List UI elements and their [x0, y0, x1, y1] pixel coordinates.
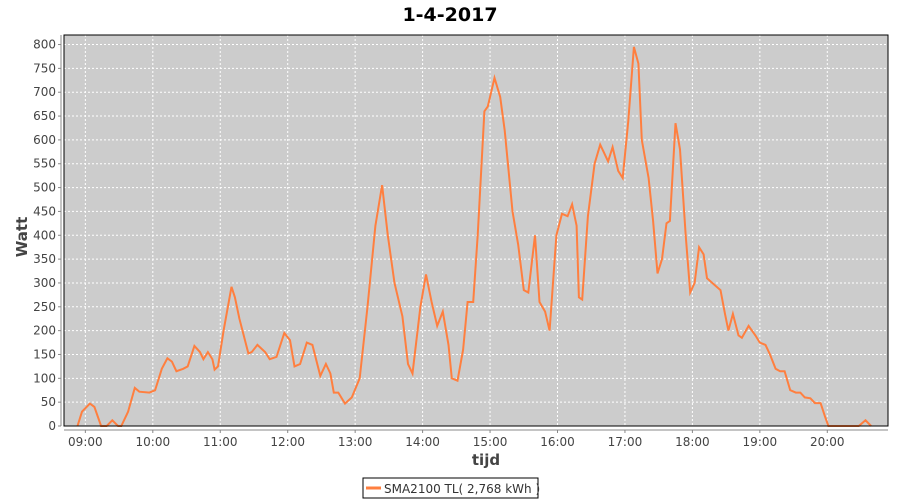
x-axis-label: tijd	[472, 451, 500, 469]
y-tick-label: 650	[33, 109, 56, 123]
grid-lines	[64, 35, 888, 426]
y-tick-label: 350	[33, 252, 56, 266]
legend: SMA2100 TL( 2,768 kWh )	[362, 477, 540, 499]
x-tick-label: 15:00	[473, 435, 508, 449]
legend-box	[362, 477, 539, 499]
x-tick-label: 09:00	[68, 435, 103, 449]
y-tick-label: 450	[33, 204, 56, 218]
x-tick-label: 20:00	[810, 435, 845, 449]
y-tick-label: 150	[33, 347, 56, 361]
plot-area	[64, 35, 888, 426]
plot-border	[63, 34, 889, 427]
y-tick-label: 550	[33, 157, 56, 171]
y-tick-label: 700	[33, 85, 56, 99]
y-axis: 0 50 100 150 200 250 300 350 400 450 500 550 600 650 7…	[33, 35, 62, 433]
legend-label: SMA2100 TL( 2,768 kWh )	[384, 482, 540, 496]
x-tick-label: 14:00	[405, 435, 440, 449]
y-tick-label: 0	[48, 419, 56, 433]
x-tick-label: 10:00	[136, 435, 171, 449]
x-tick-label: 11:00	[203, 435, 238, 449]
chart-title: 1-4-2017	[402, 4, 497, 26]
y-axis-label: Watt	[13, 217, 31, 257]
y-tick-label: 200	[33, 324, 56, 338]
x-tick-label: 12:00	[270, 435, 305, 449]
x-tick-label: 16:00	[540, 435, 575, 449]
y-tick-label: 50	[41, 395, 56, 409]
y-tick-label: 500	[33, 181, 56, 195]
y-tick-label: 750	[33, 61, 56, 75]
x-tick-label: 17:00	[608, 435, 643, 449]
x-tick-label: 19:00	[743, 435, 778, 449]
x-tick-label: 18:00	[675, 435, 710, 449]
x-tick-label: 13:00	[338, 435, 373, 449]
y-tick-label: 800	[33, 38, 56, 52]
x-axis: 09:00 10:00 11:00 12:00 13:00 14:00 15:00 16:00…	[64, 429, 888, 449]
y-tick-label: 600	[33, 133, 56, 147]
y-tick-label: 250	[33, 300, 56, 314]
y-tick-label: 100	[33, 371, 56, 385]
series-line-sma2100	[76, 46, 872, 427]
y-tick-label: 400	[33, 228, 56, 242]
y-tick-label: 300	[33, 276, 56, 290]
